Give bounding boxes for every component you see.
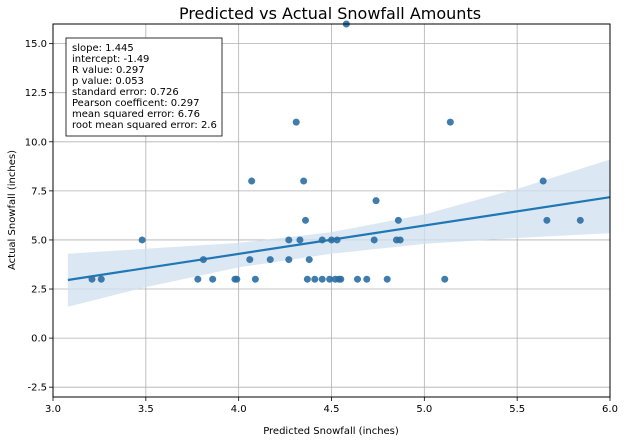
y-tick-label: 15.0 bbox=[25, 39, 47, 50]
y-axis-ticks: -2.5 0.0 2.5 5.0 7.5 10.0 12.5 15.0 bbox=[25, 39, 53, 394]
x-tick-label: 5.5 bbox=[509, 404, 525, 415]
y-tick-label: 0.0 bbox=[31, 334, 47, 345]
y-axis-label: Actual Snowfall (inches) bbox=[7, 150, 18, 270]
data-point bbox=[363, 275, 371, 283]
data-point bbox=[576, 216, 584, 224]
data-point bbox=[138, 236, 146, 244]
data-points bbox=[88, 20, 584, 283]
data-point bbox=[311, 275, 319, 283]
confidence-band bbox=[67, 159, 610, 307]
confidence-band-layer bbox=[67, 159, 610, 307]
x-tick-label: 5.0 bbox=[416, 404, 432, 415]
x-tick-label: 4.5 bbox=[324, 404, 340, 415]
data-point bbox=[300, 177, 308, 185]
stats-slope: slope: 1.445 bbox=[72, 43, 134, 54]
data-point bbox=[539, 177, 547, 185]
x-axis-label: Predicted Snowfall (inches) bbox=[263, 426, 399, 437]
data-point bbox=[296, 236, 304, 244]
data-point bbox=[318, 236, 326, 244]
data-point bbox=[543, 216, 551, 224]
data-point bbox=[326, 275, 334, 283]
data-point bbox=[396, 236, 404, 244]
data-point bbox=[233, 275, 241, 283]
stats-box-frame bbox=[65, 37, 223, 137]
stats-mse: mean squared error: 6.76 bbox=[72, 109, 200, 120]
data-point bbox=[266, 256, 274, 264]
data-point bbox=[302, 216, 310, 224]
y-tick-label: 12.5 bbox=[25, 88, 47, 99]
data-point bbox=[285, 236, 293, 244]
y-tick-label: 10.0 bbox=[25, 137, 47, 148]
data-point bbox=[251, 275, 259, 283]
stats-p-value: p value: 0.053 bbox=[72, 76, 144, 87]
data-point bbox=[305, 256, 313, 264]
data-point bbox=[353, 275, 361, 283]
data-point bbox=[333, 236, 341, 244]
data-point bbox=[370, 236, 378, 244]
data-point bbox=[194, 275, 202, 283]
data-point bbox=[372, 197, 380, 205]
data-point bbox=[394, 216, 402, 224]
data-point bbox=[248, 177, 256, 185]
x-axis-ticks: 3.0 3.5 4.0 4.5 5.0 5.5 6.0 bbox=[45, 397, 618, 415]
data-point bbox=[318, 275, 326, 283]
stats-pearson: Pearson coefficent: 0.297 bbox=[72, 98, 199, 109]
data-point bbox=[88, 275, 96, 283]
stats-intercept: intercept: -1.49 bbox=[72, 54, 149, 65]
stats-box: slope: 1.445 intercept: -1.49 R value: 0… bbox=[65, 37, 223, 137]
chart-title: Predicted vs Actual Snowfall Amounts bbox=[179, 4, 481, 23]
data-point bbox=[285, 256, 293, 264]
data-point bbox=[303, 275, 311, 283]
x-tick-label: 6.0 bbox=[602, 404, 618, 415]
data-point bbox=[199, 256, 207, 264]
y-tick-label: 5.0 bbox=[31, 235, 47, 246]
data-point bbox=[441, 275, 449, 283]
data-point bbox=[446, 118, 454, 126]
data-point bbox=[246, 256, 254, 264]
data-point bbox=[97, 275, 105, 283]
data-point bbox=[328, 236, 335, 244]
y-tick-label: -2.5 bbox=[27, 383, 47, 394]
data-point bbox=[209, 275, 217, 283]
data-point bbox=[383, 275, 391, 283]
stats-standard-error: standard error: 0.726 bbox=[72, 87, 179, 98]
data-point bbox=[337, 275, 345, 283]
x-tick-label: 3.0 bbox=[45, 404, 61, 415]
x-tick-label: 4.0 bbox=[231, 404, 247, 415]
y-tick-label: 2.5 bbox=[31, 285, 47, 296]
y-tick-label: 7.5 bbox=[31, 186, 47, 197]
x-tick-label: 3.5 bbox=[138, 404, 154, 415]
data-point bbox=[292, 118, 300, 126]
stats-r-value: R value: 0.297 bbox=[72, 65, 145, 76]
stats-rmse: root mean squared error: 2.6 bbox=[72, 120, 217, 131]
